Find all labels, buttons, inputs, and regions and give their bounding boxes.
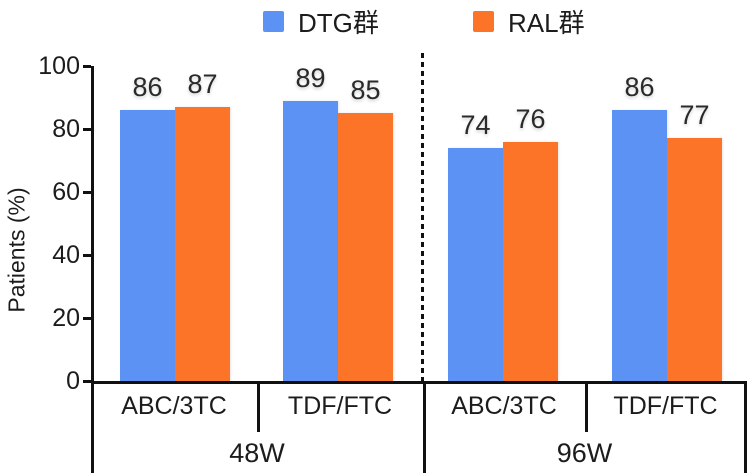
regimen-label: TDF/FTC	[613, 392, 718, 420]
timepoint-label: 48W	[229, 438, 285, 468]
regimen-label: ABC/3TC	[121, 392, 227, 420]
legend-label: DTG群	[298, 8, 379, 38]
y-tick-label: 80	[52, 115, 80, 143]
legend-swatch-icon	[473, 11, 494, 32]
bar-ral	[667, 138, 722, 381]
y-axis-tick	[83, 128, 91, 131]
bar-dtg	[120, 110, 175, 381]
y-axis-title: Patients (%)	[3, 187, 30, 313]
bar-ral	[338, 113, 393, 381]
y-axis-tick	[83, 380, 91, 383]
regimen-separator	[585, 384, 588, 432]
bar-value-label: 87	[187, 69, 218, 99]
y-tick-label: 40	[52, 241, 80, 269]
y-tick-label: 20	[52, 304, 80, 332]
bar-ral	[175, 107, 230, 381]
bar-value-label: 86	[132, 72, 163, 102]
bar-value-label: 89	[295, 63, 326, 93]
x-axis-line	[91, 381, 747, 384]
bar-value-label: 74	[460, 110, 491, 140]
y-axis-tick	[83, 65, 91, 68]
axis-table-border	[423, 381, 426, 473]
bar-value-label: 77	[679, 100, 710, 130]
bar-dtg	[448, 148, 503, 381]
y-axis-tick	[83, 317, 91, 320]
y-axis-tick	[83, 191, 91, 194]
bar-dtg	[283, 101, 338, 381]
regimen-label: TDF/FTC	[287, 392, 393, 420]
y-tick-label: 0	[66, 367, 80, 395]
y-axis-tick	[83, 254, 91, 257]
axis-table-border	[744, 381, 747, 473]
regimen-separator	[257, 384, 260, 432]
y-tick-label: 100	[38, 52, 80, 80]
legend-item: RAL群	[473, 3, 585, 40]
y-tick-label: 60	[52, 178, 80, 206]
y-axis-line	[91, 66, 94, 384]
bar-value-label: 86	[624, 72, 655, 102]
regimen-label: ABC/3TC	[451, 392, 557, 420]
bar-value-label: 85	[350, 75, 381, 105]
legend-label: RAL群	[508, 8, 585, 38]
legend-item: DTG群	[263, 3, 379, 40]
axis-table-border	[91, 381, 94, 473]
bar-dtg	[612, 110, 667, 381]
bar-value-label: 76	[515, 104, 546, 134]
legend-swatch-icon	[263, 11, 284, 32]
bar-ral	[503, 142, 558, 381]
timepoint-separator-line	[421, 53, 424, 384]
timepoint-label: 96W	[556, 438, 613, 468]
